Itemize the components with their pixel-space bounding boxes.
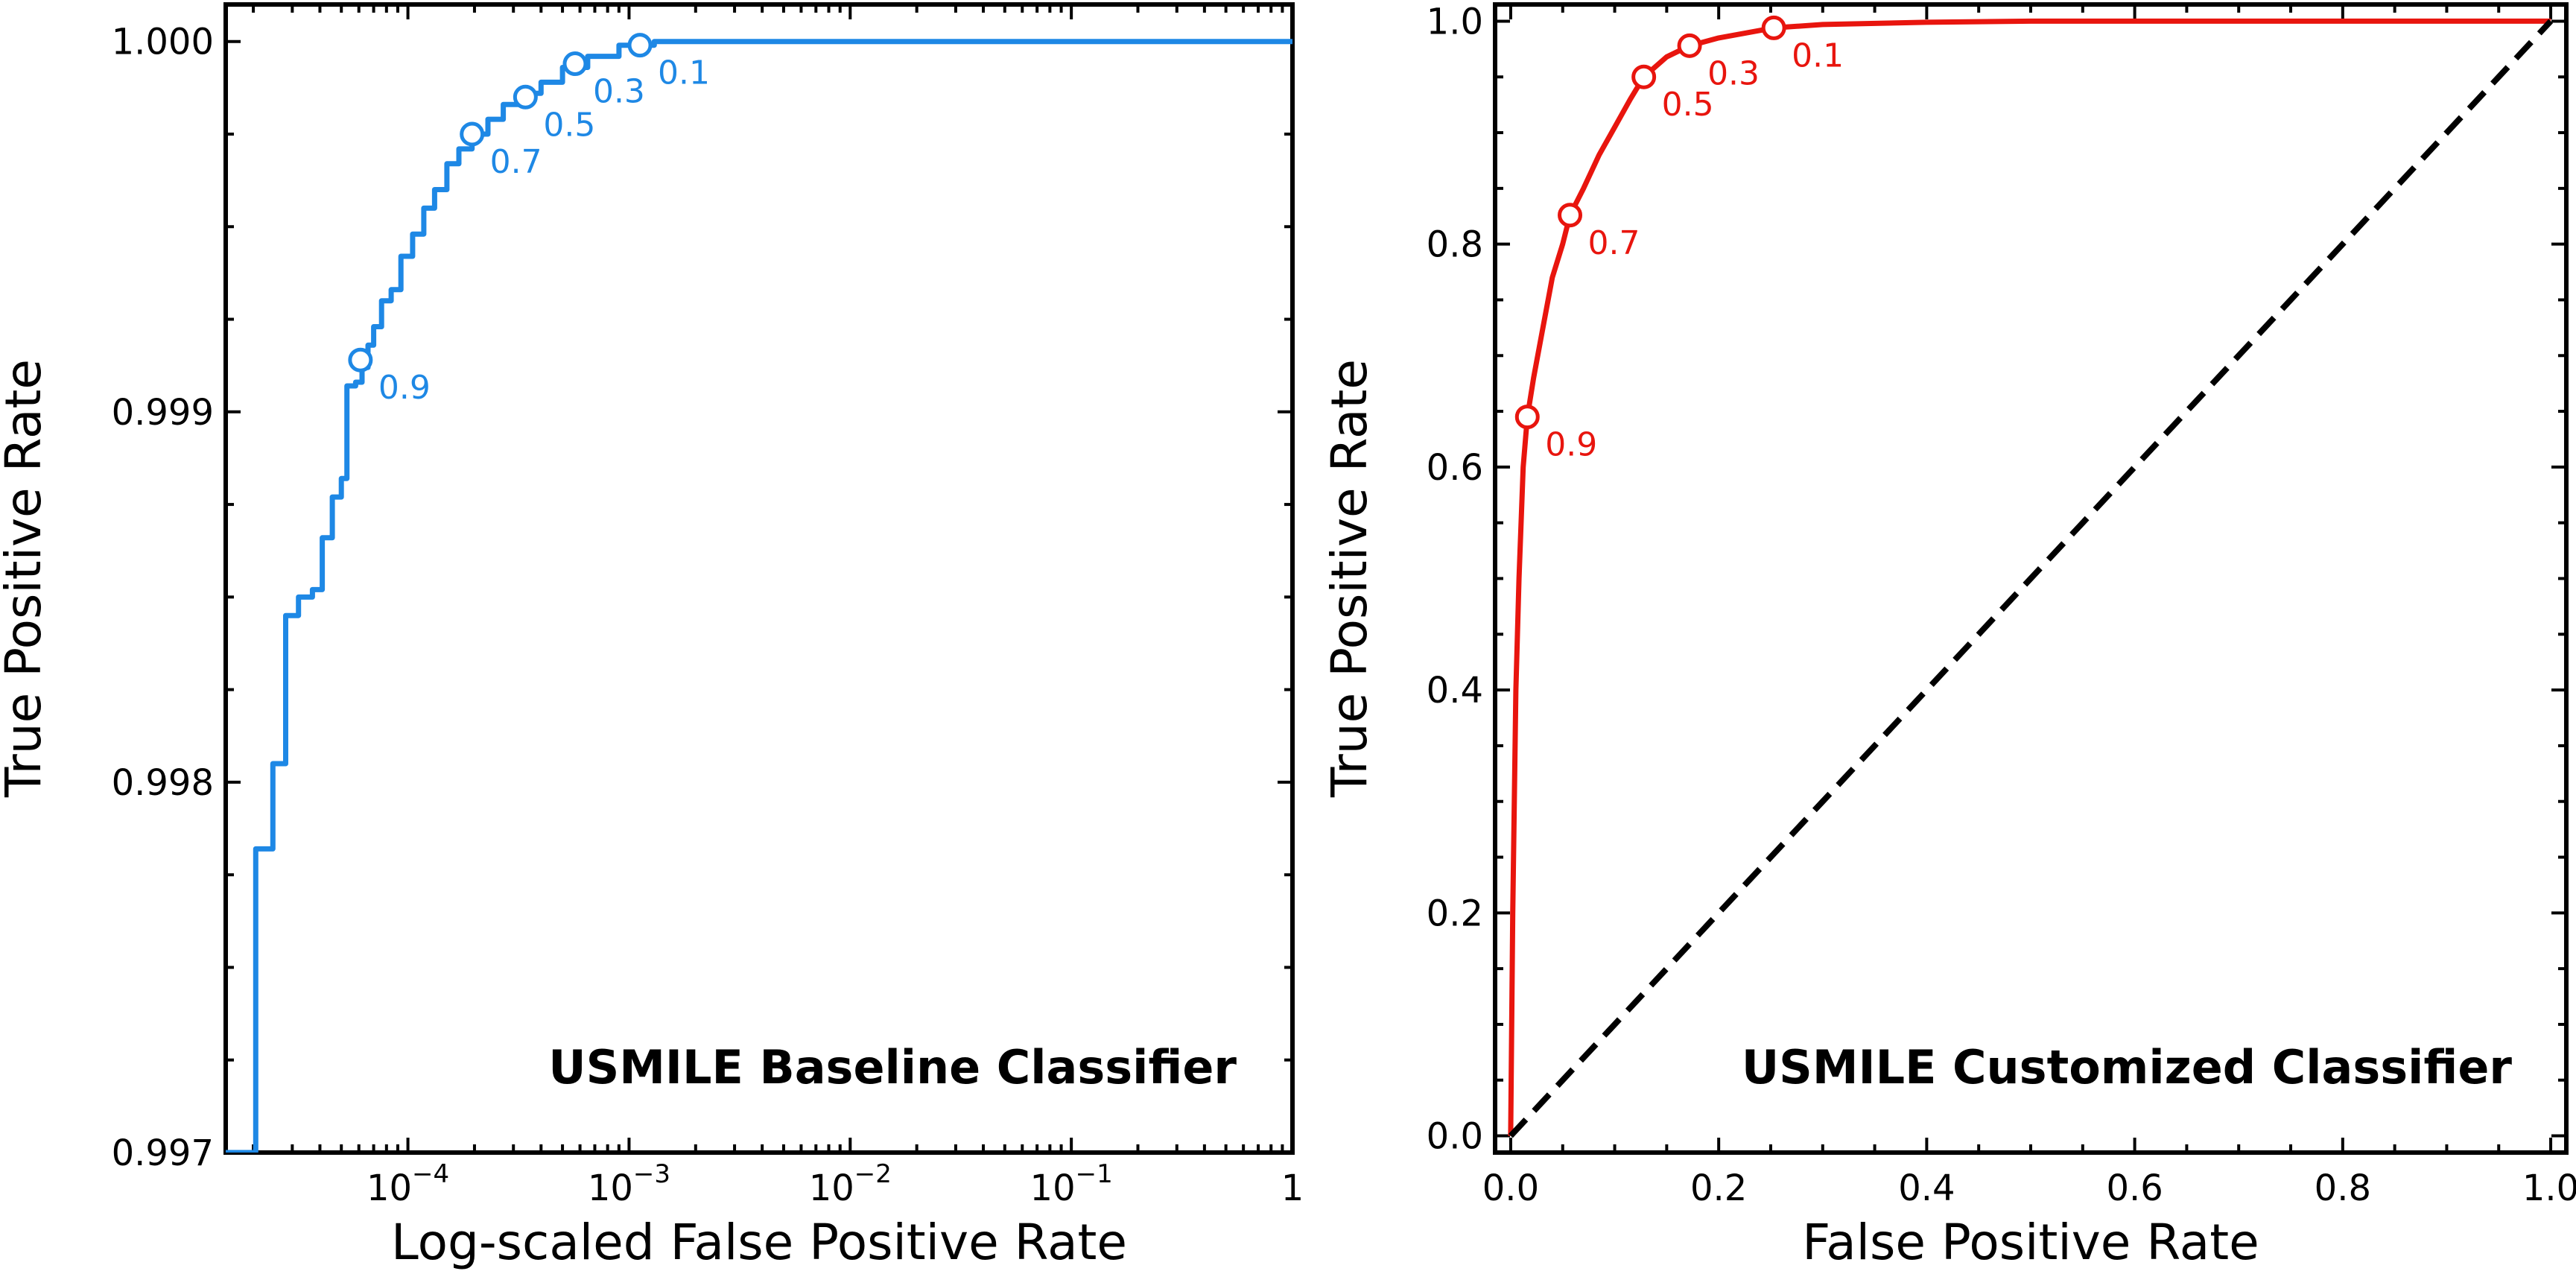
threshold-marker	[348, 347, 373, 373]
y-tick-label: 1.000	[112, 22, 214, 63]
customized-x-axis-title: False Positive Rate	[1802, 1214, 2259, 1271]
x-tick-label: 0.2	[1690, 1167, 1747, 1209]
threshold-marker	[1677, 33, 1702, 58]
threshold-marker	[1514, 405, 1540, 430]
y-tick-label: 0.999	[112, 392, 214, 434]
y-tick-label: 0.998	[112, 762, 214, 804]
x-tick-label: 0.6	[2106, 1167, 2163, 1209]
roc-curve-line	[226, 39, 1292, 1153]
x-tick-label: 0.8	[2315, 1167, 2371, 1209]
y-tick-label: 1.0	[1427, 1, 1483, 42]
y-tick-label: 0.6	[1427, 447, 1483, 489]
x-tick-label: 10−3	[588, 1159, 670, 1209]
threshold-label: 0.1	[658, 54, 710, 92]
x-tick-label: 0.4	[1898, 1167, 1955, 1209]
baseline-data-marks: 0.9 0.70.50.3 0.1	[226, 33, 1292, 1153]
x-tick-label: 1.0	[2522, 1167, 2576, 1209]
threshold-label: 0.3	[1707, 54, 1760, 92]
threshold-marker	[562, 51, 588, 77]
customized-data-marks: 0.9 0.7 0.50.3 0.1	[1508, 15, 2554, 1138]
threshold-label: 0.5	[1662, 86, 1714, 124]
x-tick-label: 10−4	[367, 1159, 449, 1209]
threshold-label: 0.3	[593, 73, 645, 111]
baseline-roc-panel: 0.997 0.998 0.999 1.000 10−4 10−3 10−2 10−1 1 0.…	[0, 2, 1304, 1271]
threshold-label: 0.1	[1792, 37, 1844, 75]
baseline-plot-frame	[223, 2, 1295, 1155]
threshold-marker	[513, 84, 538, 110]
threshold-label: 0.7	[490, 143, 542, 181]
customized-y-axis-title: True Positive Rate	[1321, 359, 1378, 798]
y-tick-label: 0.8	[1427, 224, 1483, 266]
threshold-marker	[1761, 15, 1786, 40]
x-tick-label: 0.0	[1482, 1167, 1539, 1209]
customized-axis-ticks: 0.0 0.2 0.4 0.6 0.8 1.0 0.0 0.2 0.4 0.6 0.8 1.0	[1427, 1, 2576, 1209]
baseline-axis-ticks: 0.997 0.998 0.999 1.000 10−4 10−3 10−2 10−1 1	[112, 4, 1304, 1209]
baseline-y-axis-title: True Positive Rate	[0, 359, 52, 798]
baseline-x-axis-title: Log-scaled False Positive Rate	[391, 1214, 1127, 1271]
threshold-marker	[460, 121, 485, 147]
threshold-marker	[1558, 203, 1583, 228]
baseline-classifier-title: USMILE Baseline Classifier	[548, 1040, 1237, 1094]
y-tick-label: 0.0	[1427, 1116, 1483, 1158]
threshold-label: 0.9	[378, 369, 431, 407]
y-tick-label: 0.2	[1427, 893, 1483, 934]
x-tick-label: 10−1	[1030, 1159, 1113, 1209]
threshold-label: 0.9	[1545, 426, 1597, 464]
customized-classifier-title: USMILE Customized Classifier	[1742, 1040, 2513, 1094]
y-tick-label: 0.997	[112, 1132, 214, 1174]
chance-diagonal-line	[1508, 19, 2554, 1138]
x-tick-label: 10−2	[809, 1159, 892, 1209]
threshold-label: 0.7	[1588, 224, 1640, 262]
x-tick-label: 1	[1281, 1167, 1304, 1209]
y-tick-label: 0.4	[1427, 670, 1483, 712]
threshold-marker	[1631, 64, 1657, 89]
customized-roc-panel: 0.0 0.2 0.4 0.6 0.8 1.0 0.0 0.2 0.4 0.6 0.8 1.0 0.9…	[1321, 1, 2576, 1271]
threshold-marker	[627, 33, 653, 58]
threshold-label: 0.5	[543, 106, 595, 144]
